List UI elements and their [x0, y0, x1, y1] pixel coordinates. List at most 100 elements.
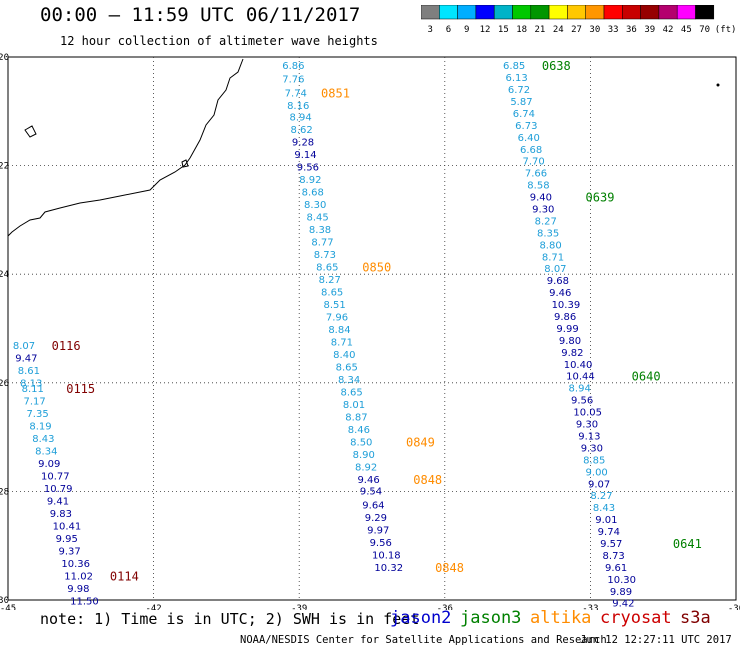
colorbar-label: 45 — [681, 25, 692, 35]
swh-value-label: 8.27 — [319, 275, 341, 286]
swh-value-label: 8.27 — [590, 491, 612, 502]
swh-value-label: 9.14 — [294, 150, 316, 161]
swh-value-label: 9.29 — [365, 513, 387, 524]
swh-value-label: 8.92 — [355, 462, 377, 473]
swh-value-label: 8.40 — [333, 350, 355, 361]
swh-value-label: 8.94 — [289, 113, 311, 124]
swh-value-label: 10.05 — [573, 408, 602, 419]
swh-value-label: 6.40 — [518, 133, 540, 144]
pass-time-label: 0848 — [413, 473, 442, 487]
swh-value-label: 8.92 — [299, 175, 321, 186]
colorbar-label: 6 — [446, 25, 451, 35]
x-tick-label: -42 — [145, 604, 161, 610]
y-tick-label: -20 — [0, 53, 9, 63]
swh-value-label: 9.99 — [556, 324, 578, 335]
legend-jason3: jason3 — [460, 608, 522, 628]
legend-s3a: s3a — [680, 608, 711, 628]
swh-value-label: 10.77 — [41, 472, 70, 483]
swh-value-label: 9.09 — [38, 459, 60, 470]
swh-value-label: 8.07 — [13, 341, 35, 352]
colorbar-label: 30 — [589, 25, 600, 35]
colorbar-swatch — [695, 5, 715, 20]
swh-value-label: 6.73 — [515, 121, 537, 132]
swh-value-label: 7.70 — [522, 157, 544, 168]
swh-value-label: 9.00 — [586, 467, 608, 478]
swh-value-label: 7.35 — [26, 409, 48, 420]
swh-value-label: 8.68 — [302, 188, 324, 199]
swh-value-label: 8.94 — [569, 384, 591, 395]
swh-value-label: 9.74 — [598, 527, 620, 538]
legend-jason2: jason2 — [390, 608, 452, 628]
colorbar-label: 21 — [535, 25, 546, 35]
swh-value-label: 8.90 — [353, 450, 375, 461]
swh-value-label: 10.32 — [374, 563, 403, 574]
colorbar-label: 36 — [626, 25, 637, 35]
swh-value-label: 6.68 — [520, 145, 542, 156]
swh-value-label: 8.77 — [311, 238, 333, 249]
swh-value-label: 9.56 — [370, 538, 392, 549]
island-dot — [716, 83, 720, 87]
swh-value-label: 6.86 — [282, 61, 304, 72]
coastline — [7, 58, 244, 237]
swh-value-label: 7.76 — [282, 75, 304, 86]
swh-value-label: 9.97 — [367, 525, 389, 536]
swh-value-label: 8.84 — [328, 325, 350, 336]
swh-value-label: 9.07 — [588, 479, 610, 490]
swh-value-label: 8.62 — [290, 125, 312, 136]
legend-altika: altika — [530, 608, 592, 628]
swh-value-label: 10.18 — [372, 550, 401, 561]
swh-value-label: 8.46 — [348, 425, 370, 436]
swh-value-label: 9.13 — [578, 431, 600, 442]
swh-value-label: 8.34 — [35, 447, 57, 458]
swh-value-label: 7.17 — [24, 397, 46, 408]
swh-value-label: 9.41 — [47, 497, 69, 508]
swh-value-label: 8.71 — [331, 338, 353, 349]
swh-value-label: 9.68 — [547, 276, 569, 287]
swh-value-label: 8.43 — [593, 503, 615, 514]
swh-value-label: 6.72 — [508, 85, 530, 96]
timestamp-text: Jun 12 12:27:11 UTC 2017 — [580, 634, 732, 646]
swh-value-label: 10.44 — [566, 372, 595, 383]
swh-value-label: 8.38 — [309, 225, 331, 236]
color-scale-legend: 3 6 9 12 15 18 21 24 27 30 33 36 39 42 45 70 (ft) — [421, 5, 737, 35]
swh-value-label: 8.73 — [314, 250, 336, 261]
credit-text: NOAA/NESDIS Center for Satellite Applica… — [240, 634, 607, 646]
swh-value-label: 8.43 — [32, 434, 54, 445]
pass-time-label: 0850 — [362, 261, 391, 275]
swh-value-label: 9.30 — [576, 420, 598, 431]
swh-value-label: 11.02 — [64, 572, 93, 583]
swh-value-label: 8.35 — [537, 228, 559, 239]
swh-value-label: 8.13 — [20, 378, 42, 389]
y-tick-label: -30 — [0, 596, 9, 606]
swh-value-label: 8.85 — [583, 455, 605, 466]
swh-value-label: 6.74 — [513, 109, 535, 120]
y-tick-label: -28 — [0, 487, 9, 497]
y-tick-label: -26 — [0, 379, 9, 389]
island-outline — [181, 159, 189, 168]
swh-value-label: 9.56 — [297, 163, 319, 174]
pass-time-label: 0848 — [435, 561, 464, 575]
swh-value-label: 8.07 — [544, 264, 566, 275]
swh-value-label: 9.82 — [561, 348, 583, 359]
page-title: 00:00 — 11:59 UTC 06/11/2017 — [40, 4, 361, 26]
swh-value-label: 9.54 — [360, 486, 382, 497]
colorbar-label: 24 — [553, 25, 564, 35]
x-tick-label: -36 — [437, 604, 453, 610]
colorbar-unit: (ft) — [715, 25, 737, 35]
colorbar-label: 18 — [516, 25, 527, 35]
swh-value-label: 9.40 — [530, 193, 552, 204]
colorbar-label: 39 — [644, 25, 655, 35]
wave-height-chart: -45 -42 -39 -36 -33 -30 -20 -22 -24 -26 -28 -30 6.86… — [0, 53, 740, 610]
swh-value-label: 8.61 — [18, 366, 40, 377]
x-tick-label: -33 — [582, 604, 598, 610]
swh-value-label: 8.58 — [527, 181, 549, 192]
swh-value-label: 9.01 — [595, 515, 617, 526]
swh-value-label: 10.40 — [564, 360, 593, 371]
swh-value-label: 11.50 — [70, 597, 99, 608]
swh-value-label: 9.89 — [610, 587, 632, 598]
pass-time-label: 0115 — [66, 382, 95, 396]
swh-value-label: 8.65 — [336, 363, 358, 374]
legend-cryosat: cryosat — [600, 608, 672, 628]
swh-value-label: 8.71 — [542, 252, 564, 263]
swh-value-label: 9.95 — [56, 534, 78, 545]
